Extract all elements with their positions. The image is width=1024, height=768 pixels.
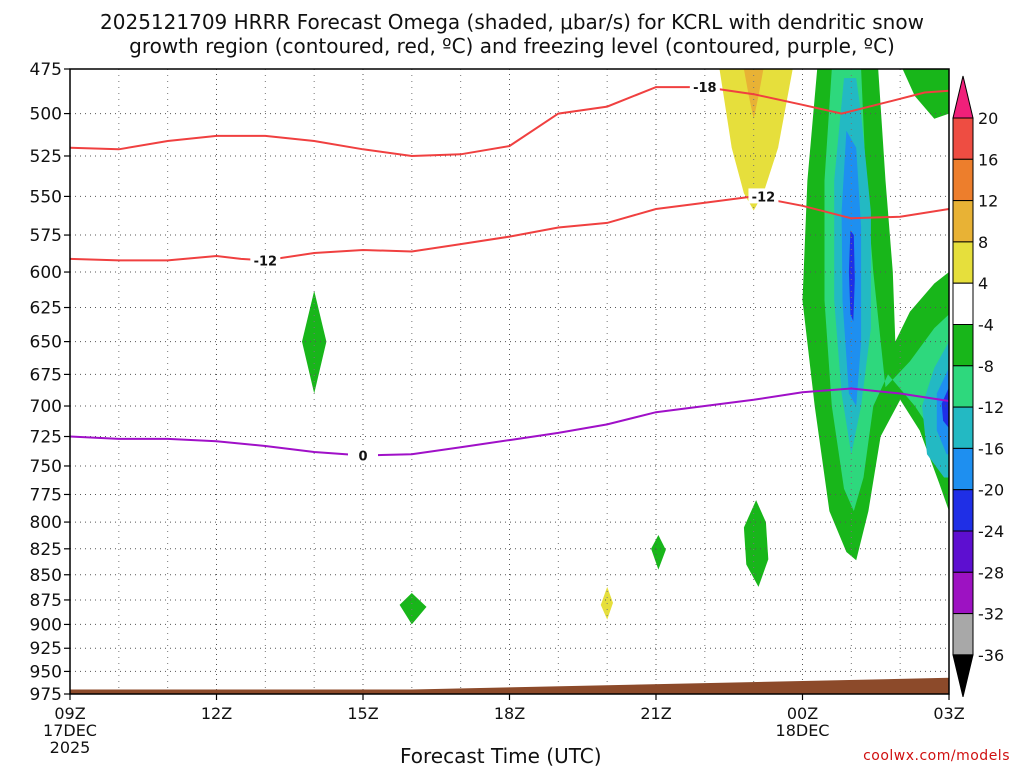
colorbar-bin-6 bbox=[952, 324, 974, 367]
y-tick-label-675: 675 bbox=[30, 365, 62, 385]
colorbar-label: -20 bbox=[978, 481, 1004, 500]
y-tick-label-825: 825 bbox=[30, 540, 62, 560]
contour-label-minus12-left-bg bbox=[250, 252, 281, 268]
y-tick-label-875: 875 bbox=[30, 591, 62, 611]
y-tick-label-725: 725 bbox=[30, 428, 62, 448]
x-tick-date-09Z: 17DEC bbox=[43, 721, 97, 740]
colorbar-label: 4 bbox=[978, 274, 988, 293]
colorbar-bin-13 bbox=[952, 613, 974, 656]
contour-label-minus12-right: -12 bbox=[752, 190, 776, 205]
y-tick-label-600: 600 bbox=[30, 263, 62, 283]
colorbar-bin-11 bbox=[952, 530, 974, 573]
omega-yellow-ascent-top bbox=[719, 69, 793, 211]
site-credit[interactable]: coolwx.com/models bbox=[863, 748, 1010, 764]
colorbar-label: -28 bbox=[978, 563, 1004, 582]
colorbar-bin-4 bbox=[952, 241, 974, 284]
x-tick-label-12Z: 12Z bbox=[201, 704, 232, 723]
colorbar-label: -36 bbox=[978, 646, 1004, 665]
colorbar-bottom-arrow bbox=[952, 654, 974, 698]
chart-title-line1: 2025121709 HRRR Forecast Omega (shaded, … bbox=[100, 10, 924, 34]
contour-label-freezing: 0 bbox=[358, 449, 367, 464]
omega-green-blob-21z bbox=[651, 535, 666, 570]
y-tick-label-800: 800 bbox=[30, 513, 62, 533]
omega-green-blob-14z bbox=[302, 290, 327, 394]
y-tick-label-700: 700 bbox=[30, 397, 62, 417]
y-tick-label-775: 775 bbox=[30, 485, 62, 505]
x-axis-title: Forecast Time (UTC) bbox=[400, 744, 602, 768]
x-tick-label-03Z: 03Z bbox=[933, 704, 964, 723]
y-tick-label-850: 850 bbox=[30, 566, 62, 586]
omega-dark-blue-right-core bbox=[941, 387, 949, 429]
freezing-level-line bbox=[70, 387, 949, 457]
y-tick-label-625: 625 bbox=[30, 299, 62, 319]
x-tick-label-18Z: 18Z bbox=[494, 704, 525, 723]
isotherm-minus18-line bbox=[70, 86, 949, 158]
colorbar-top-arrow bbox=[952, 75, 974, 119]
colorbar-bin-1 bbox=[952, 117, 974, 160]
y-tick-label-525: 525 bbox=[30, 147, 62, 167]
x-tick-date-00Z: 18DEC bbox=[776, 721, 830, 740]
contour-label-minus18-bg bbox=[689, 79, 720, 95]
y-tick-label-950: 950 bbox=[30, 662, 62, 682]
contour-label-minus12-right-bg bbox=[748, 188, 779, 204]
x-tick-label-00Z: 00Z bbox=[787, 704, 818, 723]
colorbar-label: 12 bbox=[978, 192, 998, 211]
x-tick-label-15Z: 15Z bbox=[347, 704, 378, 723]
y-tick-label-975: 975 bbox=[30, 685, 62, 705]
x-tick-label-21Z: 21Z bbox=[640, 704, 671, 723]
contour-label-freezing-bg bbox=[348, 447, 378, 463]
chart-title-line2: growth region (contoured, red, ºC) and f… bbox=[129, 34, 895, 58]
colorbar-label: 8 bbox=[978, 233, 988, 252]
y-tick-label-475: 475 bbox=[30, 60, 62, 80]
y-tick-label-750: 750 bbox=[30, 457, 62, 477]
y-tick-label-900: 900 bbox=[30, 615, 62, 635]
colorbar-bin-10 bbox=[952, 489, 974, 532]
contour-label-minus18: -18 bbox=[693, 81, 717, 96]
omega-green-blob-23z bbox=[743, 500, 769, 587]
colorbar-label: 16 bbox=[978, 150, 998, 169]
colorbar-label: -24 bbox=[978, 522, 1004, 541]
y-tick-label-925: 925 bbox=[30, 639, 62, 659]
colorbar-label: -8 bbox=[978, 357, 994, 376]
y-tick-label-550: 550 bbox=[30, 187, 62, 207]
colorbar-label: -16 bbox=[978, 439, 1004, 458]
colorbar-bin-3 bbox=[952, 200, 974, 243]
colorbar-label: -4 bbox=[978, 316, 994, 335]
omega-dark-blue-core bbox=[848, 230, 855, 322]
colorbar-bin-5 bbox=[952, 282, 974, 326]
y-tick-label-575: 575 bbox=[30, 226, 62, 246]
terrain-surface bbox=[70, 677, 949, 694]
x-tick-year-09Z: 2025 bbox=[50, 738, 91, 757]
omega-green-blob-16z bbox=[399, 593, 427, 625]
colorbar-label: -12 bbox=[978, 398, 1004, 417]
colorbar-label: 20 bbox=[978, 109, 998, 128]
y-tick-label-650: 650 bbox=[30, 333, 62, 353]
omega-green-right-top bbox=[902, 69, 949, 119]
contour-label-minus12-left: -12 bbox=[254, 254, 278, 269]
colorbar-bin-2 bbox=[952, 158, 974, 202]
y-tick-label-500: 500 bbox=[30, 105, 62, 125]
colorbar-bin-9 bbox=[952, 447, 974, 491]
colorbar-bin-8 bbox=[952, 406, 974, 449]
isotherm-minus12-line bbox=[70, 195, 949, 262]
colorbar-label: -32 bbox=[978, 605, 1004, 624]
colorbar-bin-7 bbox=[952, 365, 974, 408]
colorbar-bin-12 bbox=[952, 571, 974, 615]
x-tick-label-09Z: 09Z bbox=[54, 704, 85, 723]
